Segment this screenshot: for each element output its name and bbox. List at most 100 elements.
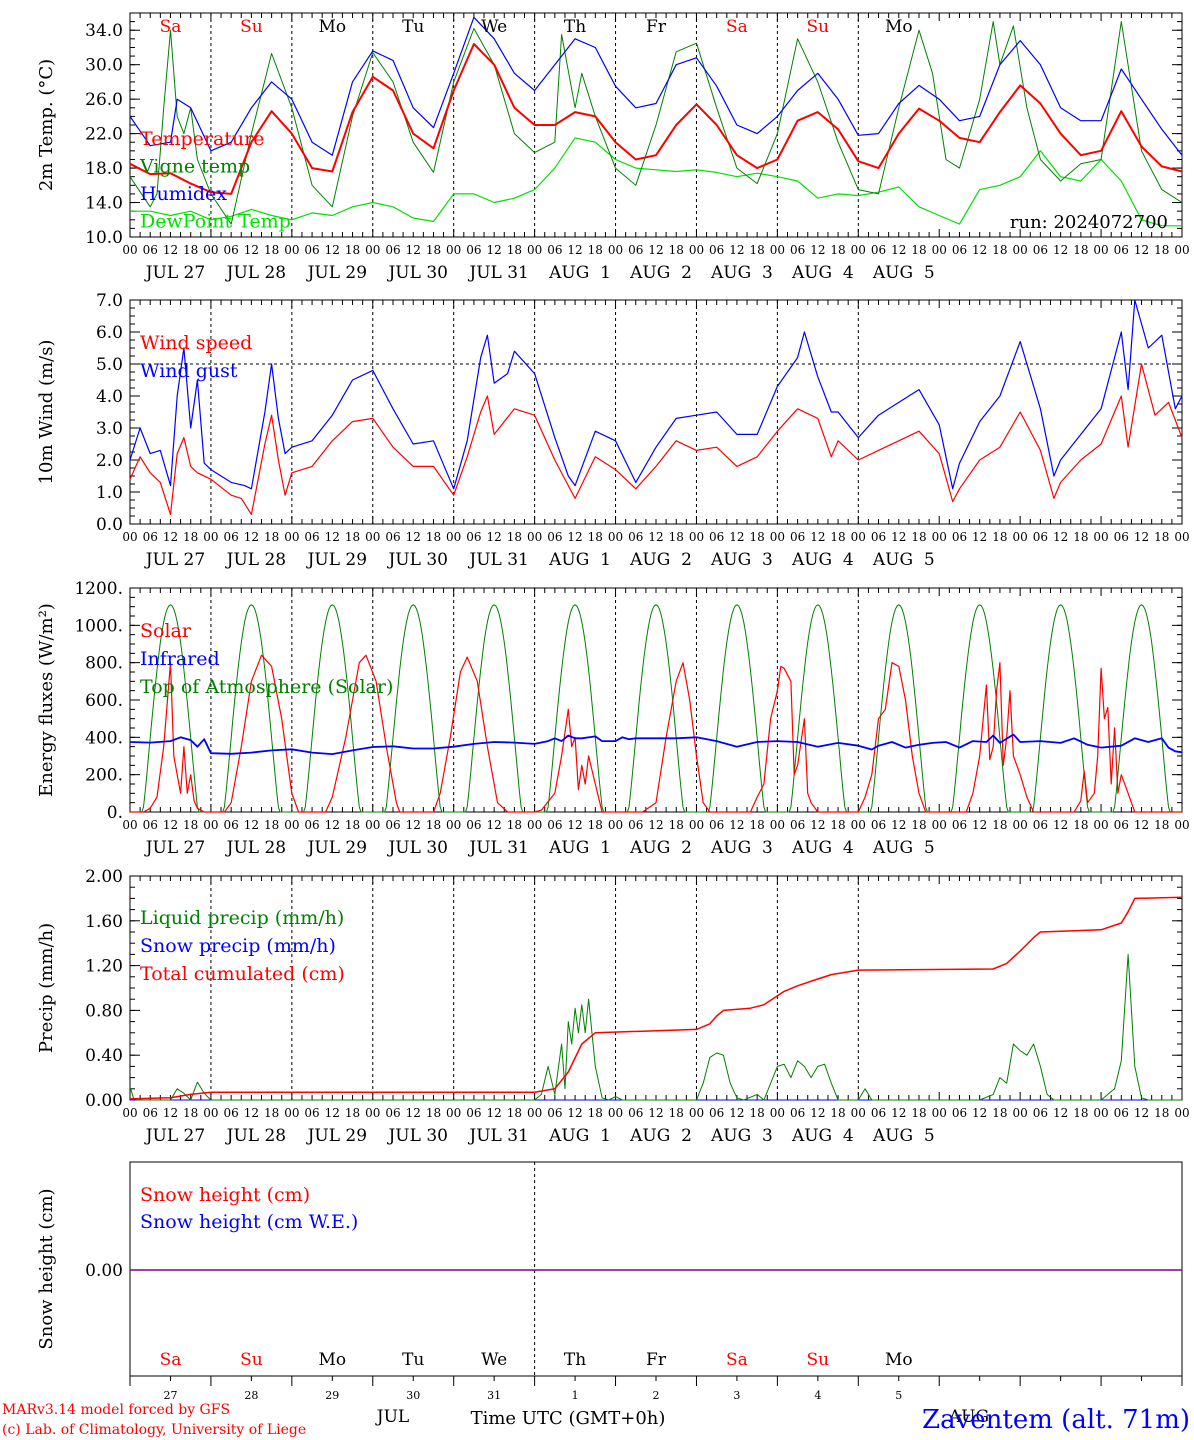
hour-label: 18 [1073,243,1088,257]
hour-label: 06 [1114,530,1129,544]
hour-label: 18 [830,243,845,257]
day-label: JUL 29 [306,838,367,858]
day-label: JUL 30 [386,838,447,858]
day-label: JUL 28 [225,263,286,283]
hour-label: 18 [669,243,684,257]
y-tick-label: 1200. [74,579,123,599]
hour-label: 06 [143,243,158,257]
day-label: AUG 4 [791,550,854,570]
day-label: JUL 28 [225,838,286,858]
hour-label: 12 [406,243,421,257]
hour-label: 06 [304,818,319,832]
day-number: 2 [653,1389,660,1402]
hour-label: 18 [669,818,684,832]
hour-label: 00 [770,1106,785,1120]
y-tick-label: 800. [85,654,123,674]
hour-label: 00 [365,818,380,832]
weekday-label: Mo [318,17,346,37]
hour-label: 18 [750,818,765,832]
day-label: AUG 3 [710,263,773,283]
hour-label: 06 [1033,530,1048,544]
hour-label: 12 [1134,1106,1149,1120]
hour-label: 12 [648,1106,663,1120]
month-label: JUL [375,1407,409,1427]
hour-label: 06 [466,1106,481,1120]
y-tick-label: 1000. [74,616,123,636]
hour-label: 18 [345,243,360,257]
day-label: AUG 3 [710,1126,773,1146]
hour-label: 18 [1154,530,1169,544]
y-tick-label: 1.60 [85,912,123,932]
weekday-label: Sa [726,17,748,37]
hour-label: 12 [406,530,421,544]
hour-label: 12 [648,243,663,257]
hour-label: 06 [547,530,562,544]
hour-label: 06 [952,1106,967,1120]
series-wind-speed [129,363,1183,515]
hour-label: 12 [1134,243,1149,257]
day-label: JUL 27 [144,1126,205,1146]
hour-label: 12 [810,1106,825,1120]
hour-label: 06 [466,530,481,544]
weekday-label: Mo [885,1350,913,1370]
hour-label: 12 [1053,530,1068,544]
hour-label: 06 [466,818,481,832]
day-number: 28 [244,1389,258,1402]
hour-label: 18 [264,818,279,832]
hour-label: 18 [750,1106,765,1120]
hour-label: 06 [871,243,886,257]
hour-label: 06 [628,818,643,832]
hour-label: 00 [527,243,542,257]
legend-entry: Top of Atmosphere (Solar) [140,676,393,698]
hour-label: 06 [628,1106,643,1120]
hour-label: 18 [345,818,360,832]
legend-entry: Infrared [140,648,220,670]
hour-label: 00 [689,1106,704,1120]
hour-label: 00 [1093,1106,1108,1120]
y-tick-label: 10.0 [85,228,123,248]
hour-label: 00 [1013,818,1028,832]
hour-label: 06 [952,243,967,257]
hour-label: 00 [203,818,218,832]
weekday-label: Tu [402,17,424,37]
hour-label: 18 [345,530,360,544]
y-tick-label: 1.20 [85,957,123,977]
hour-label: 00 [284,530,299,544]
hour-label: 12 [244,530,259,544]
y-tick-label: 5.0 [96,355,123,375]
hour-label: 00 [203,530,218,544]
weekday-label: Fr [646,17,667,37]
weekday-label: Mo [885,17,913,37]
hour-label: 12 [972,1106,987,1120]
hour-label: 06 [224,1106,239,1120]
y-tick-label: 14.0 [85,194,123,214]
hour-label: 06 [304,1106,319,1120]
hour-label: 00 [203,243,218,257]
hour-label: 18 [1154,818,1169,832]
day-label: AUG 4 [791,263,854,283]
y-tick-label: 3.0 [96,419,123,439]
hour-label: 18 [588,1106,603,1120]
hour-label: 12 [891,530,906,544]
hour-label: 00 [689,818,704,832]
hour-label: 12 [972,243,987,257]
hour-label: 12 [972,818,987,832]
hour-label: 18 [183,530,198,544]
day-number: 30 [406,1389,420,1402]
hour-label: 00 [365,1106,380,1120]
hour-label: 12 [729,243,744,257]
hour-label: 06 [790,1106,805,1120]
weekday-label: Mo [318,1350,346,1370]
hour-label: 00 [689,243,704,257]
day-label: AUG 1 [548,550,611,570]
day-label: AUG 1 [548,263,611,283]
y-axis-label: Energy fluxes (W/m²) [36,603,57,797]
time-axis-label: Time UTC (GMT+0h) [471,1408,666,1429]
hour-label: 12 [567,818,582,832]
day-number: 4 [814,1389,821,1402]
hour-label: 18 [507,1106,522,1120]
hour-label: 00 [1174,818,1189,832]
series-vigne-temp [129,21,1183,225]
day-label: AUG 5 [872,1126,935,1146]
hour-label: 18 [183,1106,198,1120]
